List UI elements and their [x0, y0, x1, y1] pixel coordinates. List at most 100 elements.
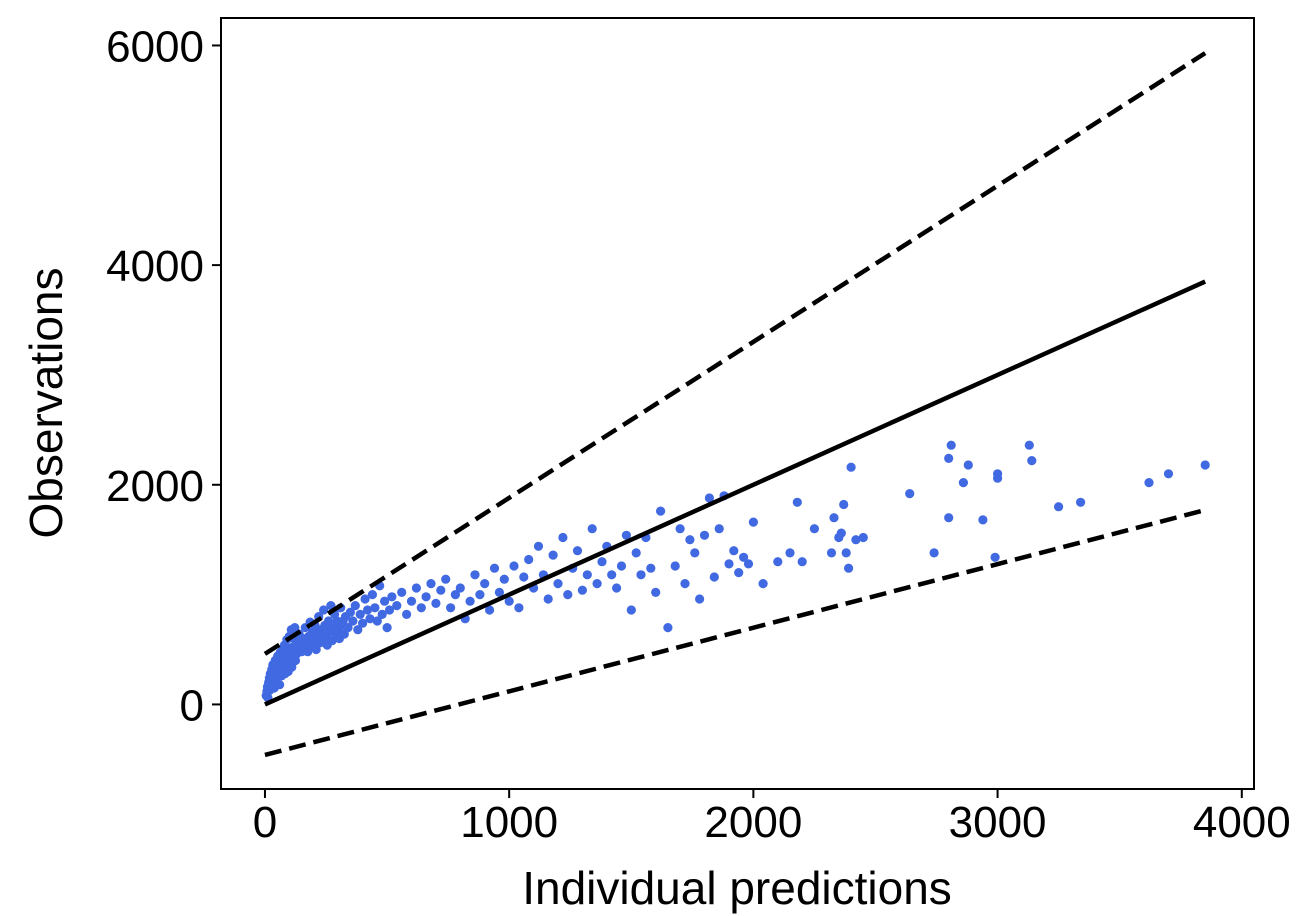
reference-lines [263, 51, 1207, 758]
data-point [597, 557, 607, 567]
data-point [519, 572, 529, 582]
data-point [416, 603, 426, 613]
data-point [553, 579, 563, 589]
data-point [773, 557, 783, 567]
data-point [489, 563, 500, 573]
data-point [548, 550, 558, 560]
x-tick-label: 1000 [460, 798, 558, 847]
data-point [1163, 469, 1174, 479]
data-point [504, 596, 514, 606]
data-point [441, 574, 451, 584]
data-point [345, 607, 355, 617]
data-point [734, 568, 744, 578]
data-point [355, 609, 365, 620]
data-point [362, 605, 373, 615]
data-point [480, 579, 490, 589]
data-point [455, 583, 465, 593]
data-point [944, 513, 954, 523]
data-point [348, 616, 358, 626]
data-point [421, 592, 431, 602]
data-point [411, 583, 421, 593]
data-point [699, 530, 710, 540]
data-point [714, 524, 724, 534]
data-point [675, 524, 685, 534]
data-point [846, 462, 856, 472]
data-point [514, 603, 524, 613]
data-point [558, 532, 568, 543]
data-point [1144, 478, 1154, 488]
data-point [826, 548, 837, 558]
data-point [944, 453, 954, 463]
data-point [343, 623, 353, 633]
data-point [695, 594, 705, 604]
data-point [607, 570, 617, 580]
data-point [397, 587, 407, 598]
data-point [450, 590, 460, 600]
plot-area [220, 17, 1255, 790]
data-point [841, 548, 851, 558]
y-axis-ticks: 0 2000 4000 6000 [106, 22, 221, 730]
data-point [844, 563, 854, 573]
data-point [384, 605, 395, 615]
data-point [670, 561, 680, 571]
identity-line [264, 279, 1207, 707]
data-point [372, 616, 382, 626]
data-point [572, 546, 583, 556]
data-point [360, 594, 370, 604]
data-point [275, 680, 285, 690]
data-point [323, 616, 334, 626]
dashed-bound-line [263, 51, 1207, 656]
data-point [758, 579, 768, 589]
data-point [729, 546, 739, 556]
data-point [436, 585, 446, 595]
data-point [406, 596, 417, 606]
data-point [704, 493, 715, 503]
data-point [290, 623, 300, 633]
data-point [509, 561, 519, 571]
data-point [739, 552, 749, 562]
data-point [785, 548, 795, 558]
data-point [929, 548, 939, 558]
data-point [533, 541, 544, 551]
data-point [616, 561, 627, 571]
data-point [1054, 502, 1064, 512]
data-point [1027, 456, 1037, 466]
data-point [743, 559, 754, 569]
x-tick-label: 2000 [704, 798, 802, 847]
data-point [587, 524, 597, 534]
data-point [636, 570, 646, 580]
data-point [663, 623, 673, 633]
x-axis-label: Individual predictions [522, 862, 952, 914]
data-point [592, 579, 602, 589]
data-point [370, 603, 380, 613]
data-point [978, 515, 988, 525]
data-point [792, 497, 802, 507]
y-tick-label: 2000 [106, 462, 204, 511]
data-point [577, 585, 588, 595]
data-point [958, 478, 969, 488]
data-point [748, 517, 759, 527]
y-axis-label: Observations [20, 267, 72, 538]
data-point [499, 574, 509, 584]
data-point [494, 587, 504, 598]
data-point [685, 535, 695, 545]
data-point [858, 532, 868, 543]
data-point [993, 469, 1003, 479]
x-tick-label: 4000 [1193, 798, 1291, 847]
x-tick-label: 3000 [949, 798, 1047, 847]
data-point [797, 557, 807, 567]
data-point [651, 587, 661, 598]
data-point [382, 623, 392, 633]
data-point [680, 579, 690, 589]
data-point [524, 554, 534, 565]
data-point [851, 535, 861, 545]
data-point [724, 559, 734, 569]
data-point [836, 528, 846, 538]
data-point [809, 524, 820, 534]
data-point [621, 530, 632, 540]
data-point [350, 601, 360, 611]
data-point [626, 605, 636, 615]
y-tick-label: 4000 [106, 242, 204, 291]
data-point [1024, 440, 1034, 450]
